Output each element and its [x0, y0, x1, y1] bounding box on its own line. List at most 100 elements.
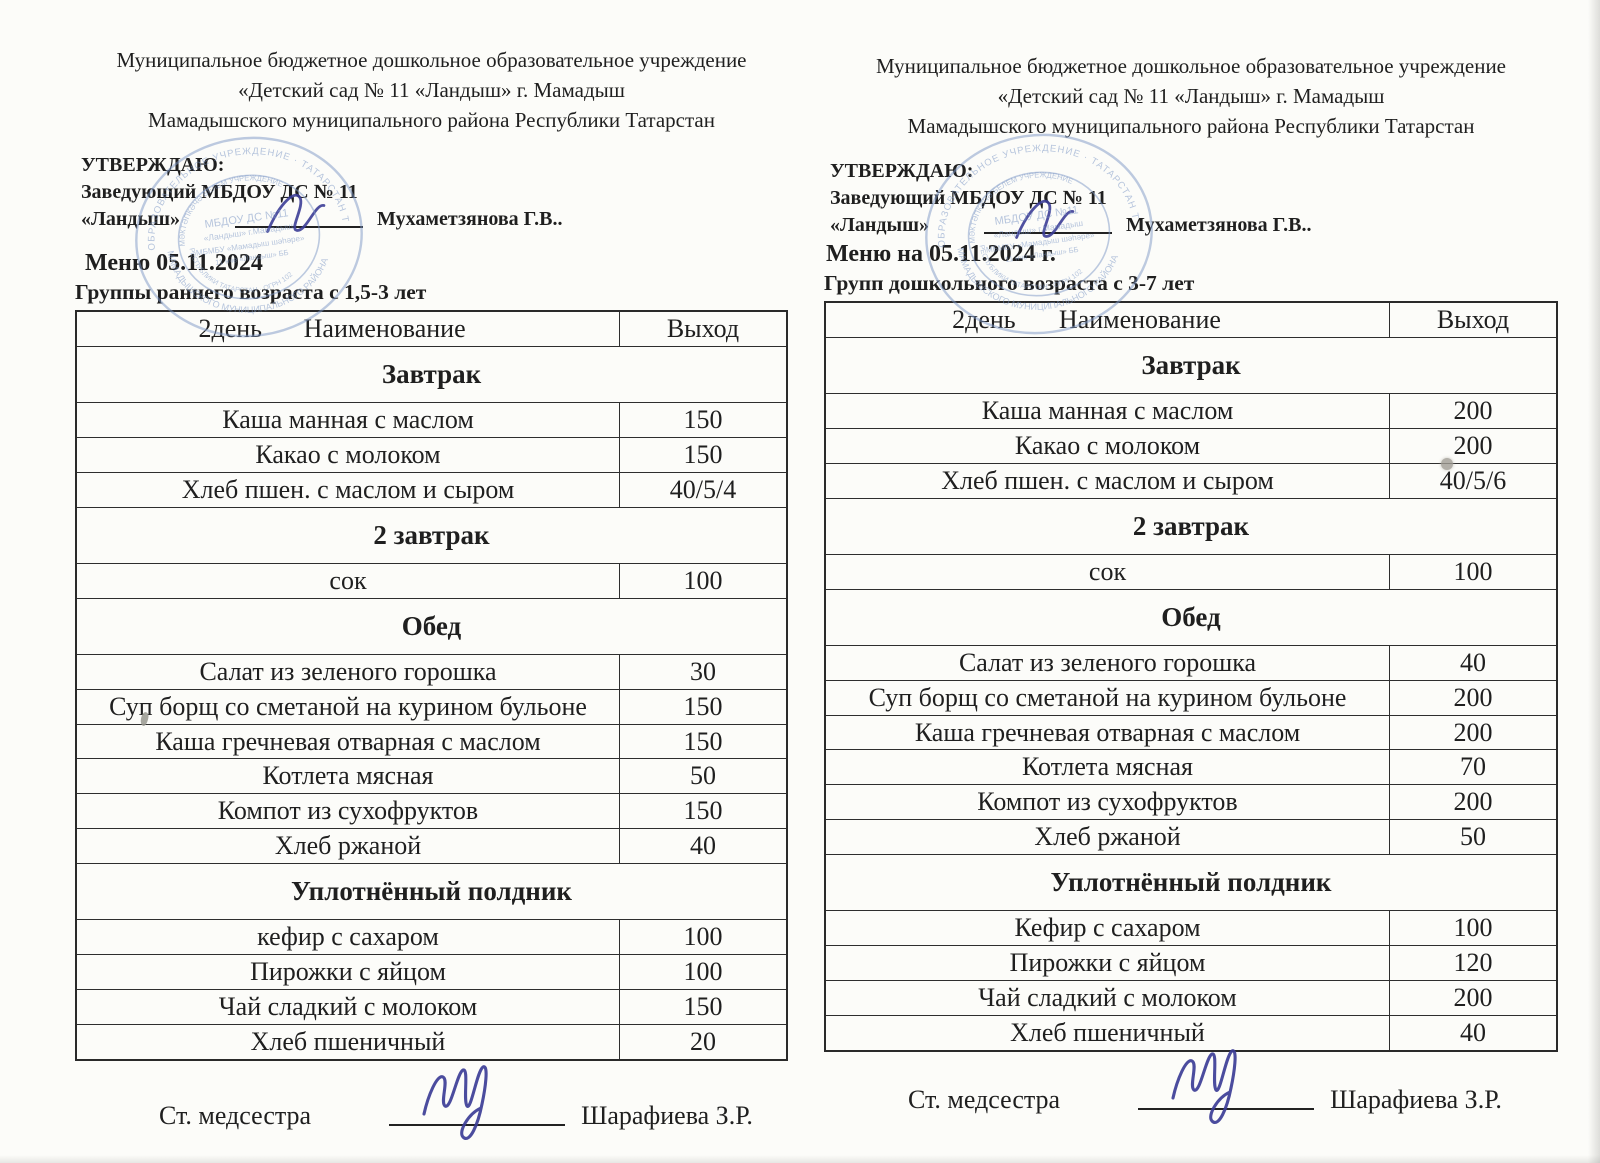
- menu-item-row: Каша гречневая отварная с маслом 150: [75, 723, 788, 760]
- dish-output-grams: 200: [1389, 979, 1558, 1016]
- dish-output-grams: 100: [619, 954, 788, 990]
- header-name-cell: 2день Наименование: [824, 301, 1390, 339]
- header-dish-label: Наименование: [1058, 305, 1221, 335]
- menu-title: Меню 05.11.2024: [85, 250, 263, 277]
- meal-section-label: Завтрак: [824, 337, 1558, 395]
- signature-name: Шарафиева З.Р.: [581, 1100, 753, 1130]
- scan-edge: [1588, 0, 1600, 1163]
- section-header-row: 2 завтрак: [75, 506, 788, 564]
- approve-position: Заведующий МБДОУ ДС № 11: [81, 181, 358, 204]
- signature-block: Ст. медсестра Шарафиева З.Р.: [824, 1049, 1558, 1124]
- menu-item-row: Хлеб ржаной 50: [824, 819, 1558, 856]
- menu-item-row: Суп борщ со сметаной на курином бульоне 2…: [824, 679, 1558, 716]
- dish-output-grams: 100: [1389, 553, 1558, 590]
- approve-signature-line: [235, 194, 364, 234]
- org-line: «Детский сад № 11 «Ландыш» г. Мамадыш: [238, 77, 625, 102]
- dish-output-grams: 40: [1389, 1014, 1558, 1052]
- dish-output-grams: 120: [1389, 945, 1558, 981]
- dish-name: Салат из зеленого горошка: [75, 653, 620, 690]
- dish-output-grams: 150: [619, 402, 788, 439]
- dish-output-grams: 200: [1389, 714, 1558, 751]
- meal-section-label: Уплотнённый полдник: [75, 863, 788, 921]
- dish-output-grams: 150: [619, 988, 788, 1025]
- menu-page-right: Муниципальное бюджетное дошкольное образ…: [824, 0, 1558, 1124]
- dish-name: Салат из зеленого горошка: [824, 644, 1390, 681]
- dish-output-grams: 150: [619, 723, 788, 760]
- dish-output-grams: 40/5/6: [1389, 462, 1558, 499]
- section-header-row: 2 завтрак: [824, 497, 1558, 555]
- menu-item-row: Пирожки с яйцом 100: [75, 954, 788, 990]
- menu-item-row: Какао с молоком 150: [75, 437, 788, 473]
- menu-item-row: Каша гречневая отварная с маслом 200: [824, 714, 1558, 751]
- dish-name: Хлеб пшеничный: [75, 1023, 620, 1061]
- dish-output-grams: 20: [619, 1023, 788, 1061]
- dish-output-grams: 150: [619, 437, 788, 473]
- header-dish-label: Наименование: [303, 314, 466, 344]
- section-header-row: Уплотнённый полдник: [75, 863, 788, 921]
- scan-artifact-dot: [1441, 458, 1453, 470]
- scan-edge: [0, 1155, 1600, 1163]
- dish-name: Суп борщ со сметаной на курином бульоне: [75, 688, 620, 725]
- menu-table: 2день Наименование Выход Завтрак Каша ман…: [824, 301, 1558, 1052]
- approve-position: Заведующий МБДОУ ДС № 11: [830, 187, 1107, 210]
- signature-role: Ст. медсестра: [908, 1084, 1061, 1114]
- dish-output-grams: 100: [619, 562, 788, 599]
- header-output-label: Выход: [1389, 301, 1558, 339]
- signature-line: [389, 1065, 566, 1140]
- menu-subtitle: Групп дошкольного возраста с 3-7 лет: [824, 271, 1195, 296]
- dish-name: Какао с молоком: [75, 437, 620, 473]
- dish-name: Компот из сухофруктов: [824, 784, 1390, 821]
- dish-output-grams: 50: [1389, 819, 1558, 856]
- dish-output-grams: 200: [1389, 393, 1558, 430]
- section-header-row: Завтрак: [75, 346, 788, 404]
- dish-name: сок: [75, 562, 620, 599]
- dish-name: сок: [824, 553, 1390, 590]
- dish-name: Каша манная с маслом: [824, 393, 1390, 430]
- dish-name: Какао с молоком: [824, 428, 1390, 464]
- header-day-label: 2день: [952, 305, 1016, 335]
- org-line: Муниципальное бюджетное дошкольное образ…: [876, 54, 1506, 78]
- dish-name: Каша гречневая отварная с маслом: [75, 723, 620, 760]
- dish-name: Суп борщ со сметаной на курином бульоне: [824, 679, 1390, 716]
- dish-name: Хлеб ржаной: [75, 828, 620, 865]
- org-line: Муниципальное бюджетное дошкольное образ…: [116, 48, 747, 72]
- section-header-row: Обед: [824, 588, 1558, 646]
- handwritten-initials: [1015, 200, 1075, 240]
- header-name-cell: 2день Наименование: [75, 310, 620, 348]
- dish-name: кефир с сахаром: [75, 919, 620, 956]
- dish-output-grams: 40: [619, 828, 788, 865]
- menu-item-row: сок 100: [75, 562, 788, 599]
- dish-output-grams: 200: [1389, 679, 1558, 716]
- dish-name: Кефир с сахаром: [824, 910, 1390, 947]
- approve-org-short-name: «Ландыш»: [830, 213, 930, 236]
- dish-name: Компот из сухофруктов: [75, 793, 620, 830]
- dish-output-grams: 50: [619, 758, 788, 795]
- signature-role: Ст. медсестра: [159, 1100, 312, 1130]
- dish-output-grams: 40/5/4: [619, 471, 788, 508]
- dish-output-grams: 70: [1389, 749, 1558, 786]
- org-header: Муниципальное бюджетное дошкольное образ…: [75, 46, 788, 135]
- dish-name: Каша манная с маслом: [75, 402, 620, 439]
- menu-item-row: Хлеб пшеничный 40: [824, 1014, 1558, 1052]
- dish-name: Котлета мясная: [824, 749, 1390, 786]
- approve-org-short-name: «Ландыш»: [81, 207, 181, 230]
- dish-output-grams: 100: [619, 919, 788, 956]
- menu-item-row: Каша манная с маслом 200: [824, 393, 1558, 430]
- menu-title: Меню на 05.11.2024 г.: [826, 241, 1056, 268]
- signature-block: Ст. медсестра Шарафиева З.Р.: [75, 1065, 788, 1140]
- org-line: Мамадышского муниципального района Респу…: [907, 113, 1475, 138]
- menu-item-row: кефир с сахаром 100: [75, 919, 788, 956]
- dish-output-grams: 40: [1389, 644, 1558, 681]
- dish-output-grams: 200: [1389, 784, 1558, 821]
- meal-section-label: 2 завтрак: [824, 497, 1558, 555]
- header-output-label: Выход: [619, 310, 788, 348]
- dish-output-grams: 200: [1389, 428, 1558, 464]
- dish-output-grams: 30: [619, 653, 788, 690]
- approve-signer-name: Мухаметзянова Г.В..: [1126, 213, 1312, 236]
- signature-line: [1138, 1049, 1315, 1124]
- approve-signature-line: [984, 200, 1113, 240]
- dish-output-grams: 100: [1389, 910, 1558, 947]
- meal-section-label: Уплотнённый полдник: [824, 854, 1558, 912]
- menu-item-row: сок 100: [824, 553, 1558, 590]
- menu-item-row: Кефир с сахаром 100: [824, 910, 1558, 947]
